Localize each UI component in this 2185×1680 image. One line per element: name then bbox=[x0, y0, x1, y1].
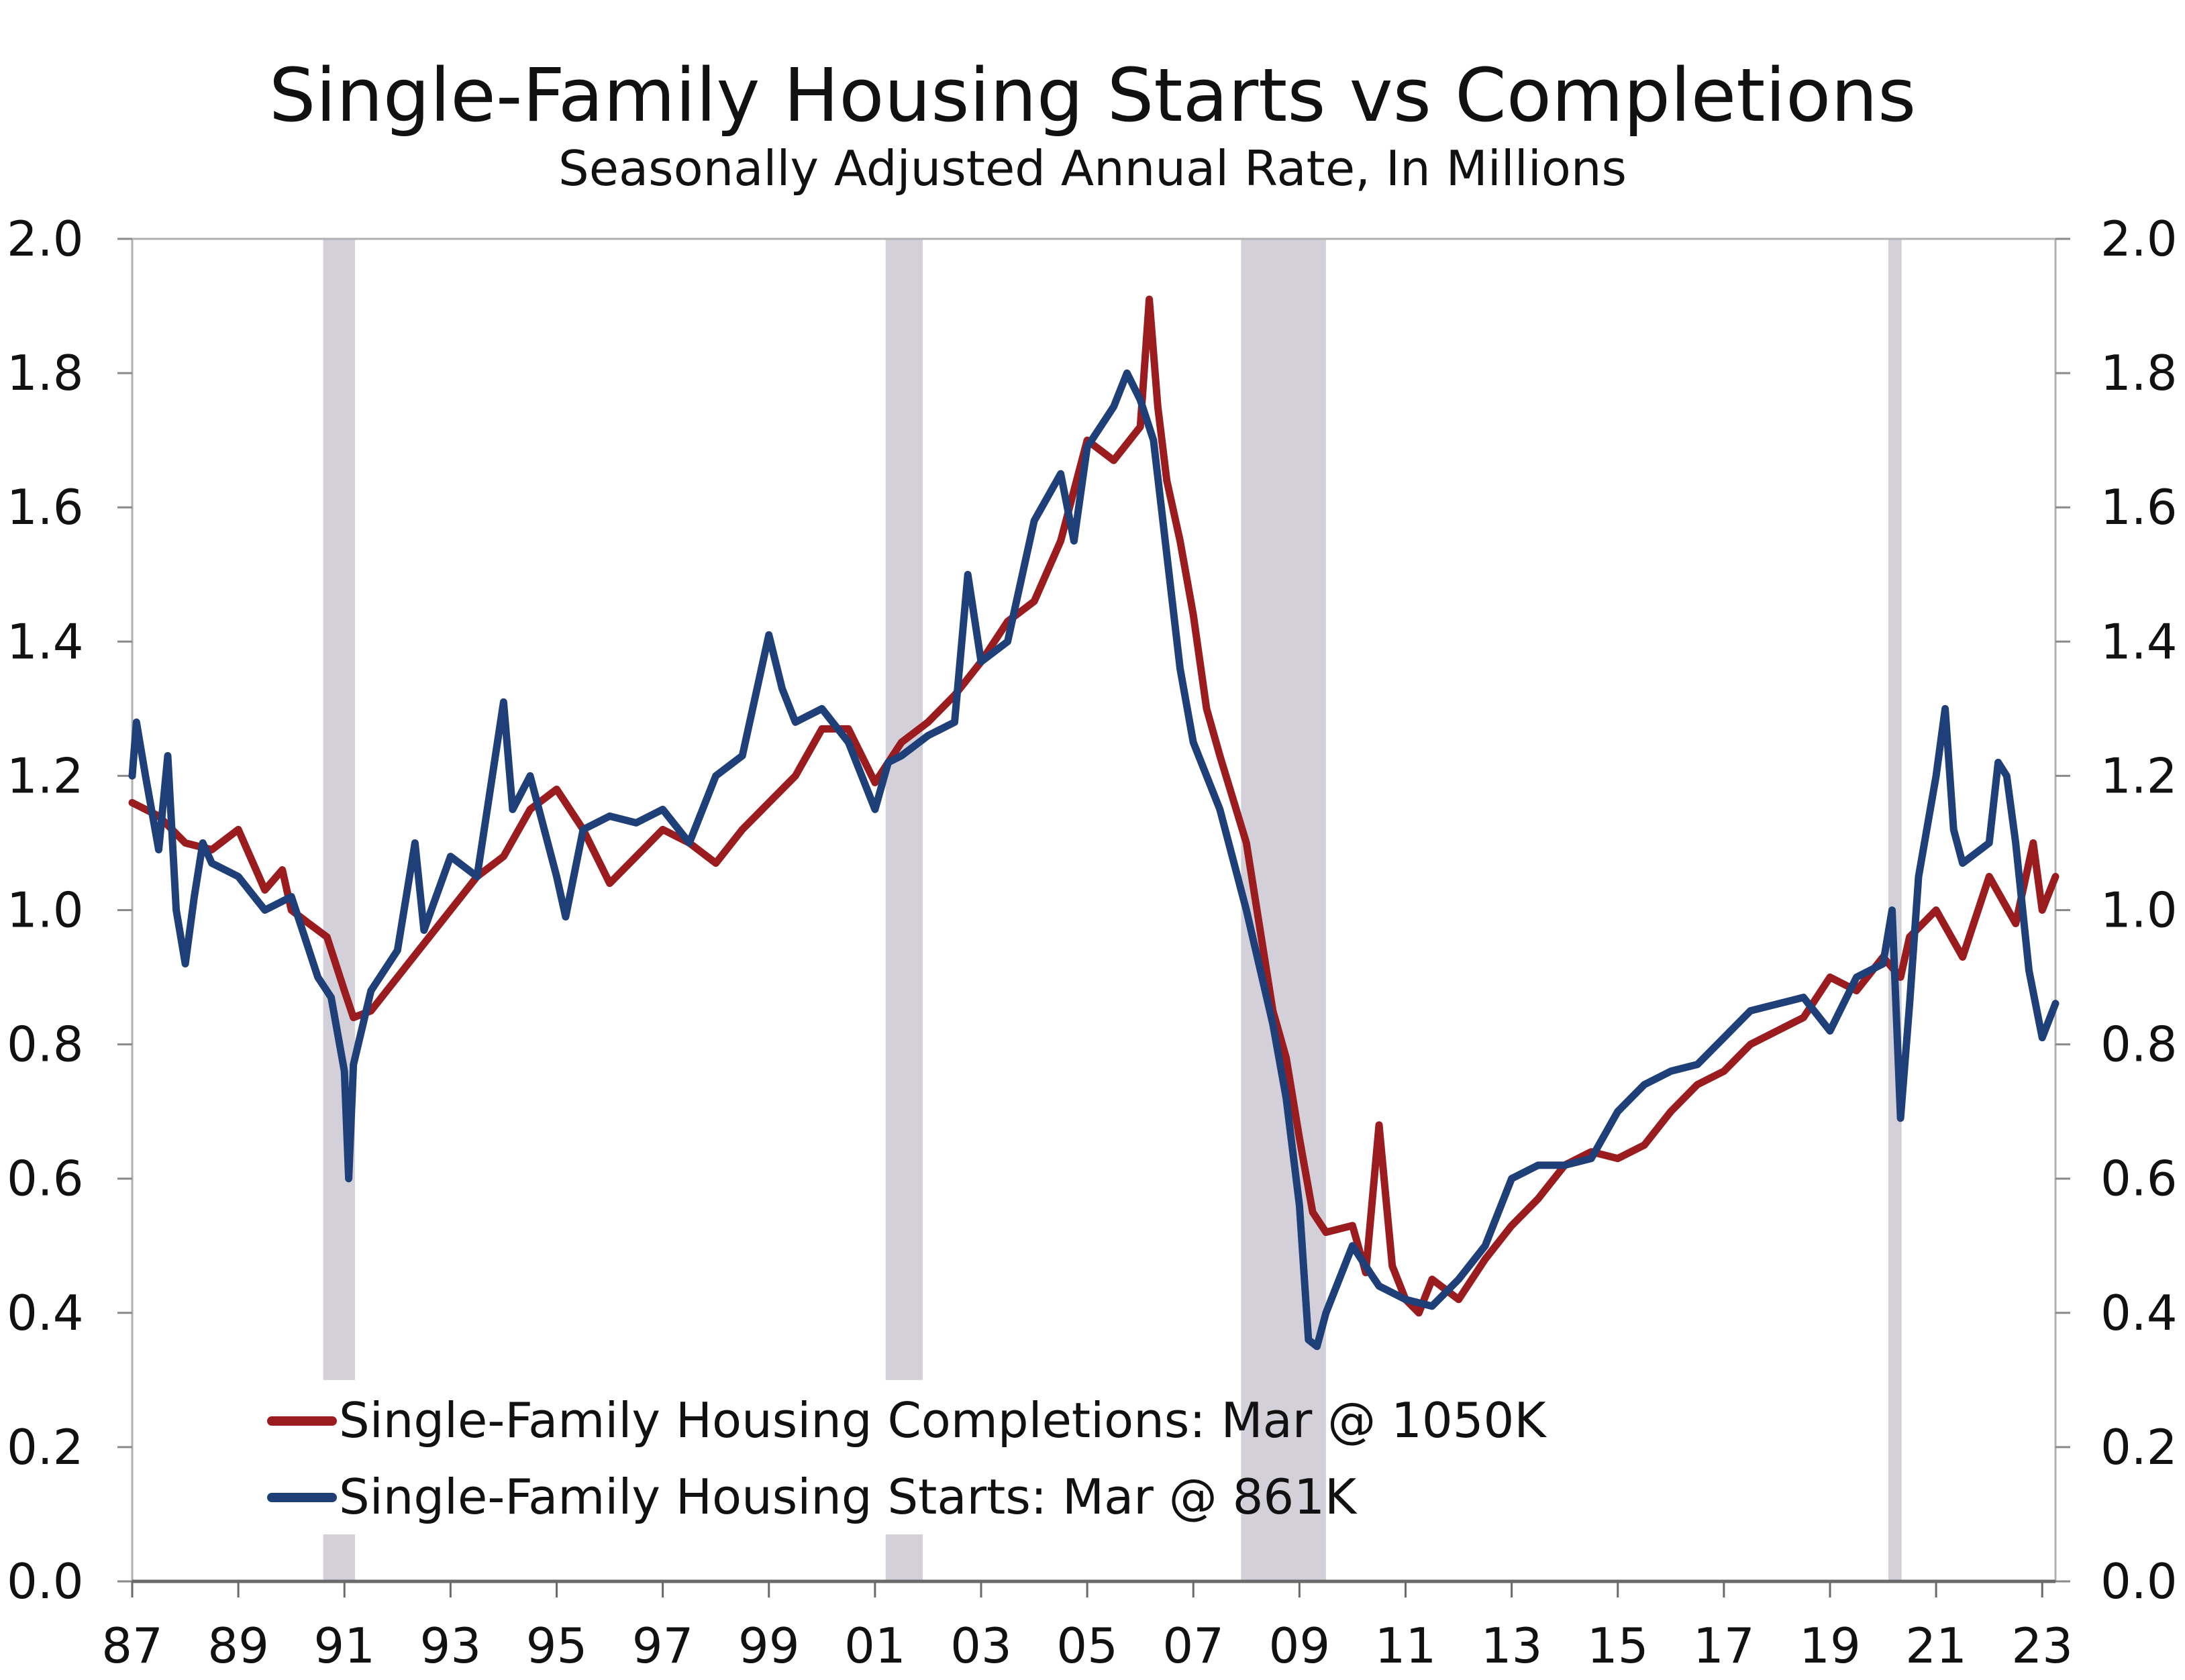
x-tick-label-15: 17 bbox=[1693, 1618, 1755, 1674]
recession-band-0-upper bbox=[323, 239, 356, 1380]
y-tick-label-right-1: 0.2 bbox=[2100, 1419, 2178, 1475]
x-tick-label-9: 05 bbox=[1056, 1618, 1118, 1674]
y-tick-label-left-5: 1.0 bbox=[7, 882, 84, 939]
x-tick-label-5: 97 bbox=[632, 1618, 694, 1674]
y-tick-label-left-3: 0.6 bbox=[7, 1151, 84, 1207]
y-tick-label-right-9: 1.8 bbox=[2100, 345, 2178, 401]
chart-subtitle: Seasonally Adjusted Annual Rate, In Mill… bbox=[558, 140, 1627, 197]
chart-title: Single-Family Housing Starts vs Completi… bbox=[269, 52, 1917, 138]
x-tick-label-13: 13 bbox=[1481, 1618, 1543, 1674]
x-tick-label-11: 09 bbox=[1269, 1618, 1331, 1674]
x-tick-label-2: 91 bbox=[313, 1618, 375, 1674]
y-tick-label-left-9: 1.8 bbox=[7, 345, 84, 401]
legend-label-starts: Single-Family Housing Starts: Mar @ 861K bbox=[339, 1469, 1358, 1525]
axes: 0.0 0.0 0.2 0.2 0.4 0.4 0.6 0.6 0.8 0.8 1.0 1.0 1.2 1… bbox=[7, 211, 2178, 1674]
x-tick-label-10: 07 bbox=[1162, 1618, 1224, 1674]
y-tick-label-right-7: 1.4 bbox=[2100, 613, 2178, 670]
x-tick-label-0: 87 bbox=[101, 1618, 163, 1674]
y-tick-label-left-10: 2.0 bbox=[7, 211, 84, 267]
y-tick-label-left-4: 0.8 bbox=[7, 1016, 84, 1073]
x-tick-label-16: 19 bbox=[1799, 1618, 1861, 1674]
recession-band-1-upper bbox=[885, 239, 923, 1380]
x-tick-label-18: 23 bbox=[2011, 1618, 2073, 1674]
recession-band-0-lower bbox=[323, 1534, 356, 1581]
x-tick-label-3: 93 bbox=[420, 1618, 482, 1674]
y-tick-label-right-8: 1.6 bbox=[2100, 479, 2178, 535]
y-tick-label-right-3: 0.6 bbox=[2100, 1151, 2178, 1207]
recession-band-1-lower bbox=[885, 1534, 923, 1581]
y-tick-label-right-0: 0.0 bbox=[2100, 1553, 2178, 1610]
y-tick-label-right-2: 0.4 bbox=[2100, 1285, 2178, 1341]
x-tick-label-14: 15 bbox=[1587, 1618, 1649, 1674]
x-tick-label-1: 89 bbox=[207, 1618, 269, 1674]
y-tick-label-right-4: 0.8 bbox=[2100, 1016, 2178, 1073]
x-tick-label-12: 11 bbox=[1375, 1618, 1437, 1674]
legend: Single-Family Housing Completions: Mar @… bbox=[267, 1392, 1547, 1525]
y-tick-label-left-1: 0.2 bbox=[7, 1419, 84, 1475]
x-tick-label-7: 01 bbox=[844, 1618, 906, 1674]
y-tick-label-left-0: 0.0 bbox=[7, 1553, 84, 1610]
series-lines bbox=[128, 295, 2060, 1351]
y-tick-label-right-6: 1.2 bbox=[2100, 747, 2178, 804]
y-tick-label-left-8: 1.6 bbox=[7, 479, 84, 535]
y-tick-label-left-7: 1.4 bbox=[7, 613, 84, 670]
y-tick-label-left-6: 1.2 bbox=[7, 747, 84, 804]
y-tick-label-right-10: 2.0 bbox=[2100, 211, 2178, 267]
recession-bands bbox=[323, 239, 1902, 1581]
y-tick-label-left-2: 0.4 bbox=[7, 1285, 84, 1341]
legend-label-completions: Single-Family Housing Completions: Mar @… bbox=[339, 1392, 1547, 1449]
x-tick-label-17: 21 bbox=[1905, 1618, 1967, 1674]
series-line-completions bbox=[128, 295, 2060, 1317]
x-tick-label-8: 03 bbox=[950, 1618, 1012, 1674]
series-line-starts bbox=[128, 369, 2060, 1351]
x-tick-label-4: 95 bbox=[526, 1618, 588, 1674]
x-tick-label-6: 99 bbox=[738, 1618, 800, 1674]
y-tick-label-right-5: 1.0 bbox=[2100, 882, 2178, 939]
